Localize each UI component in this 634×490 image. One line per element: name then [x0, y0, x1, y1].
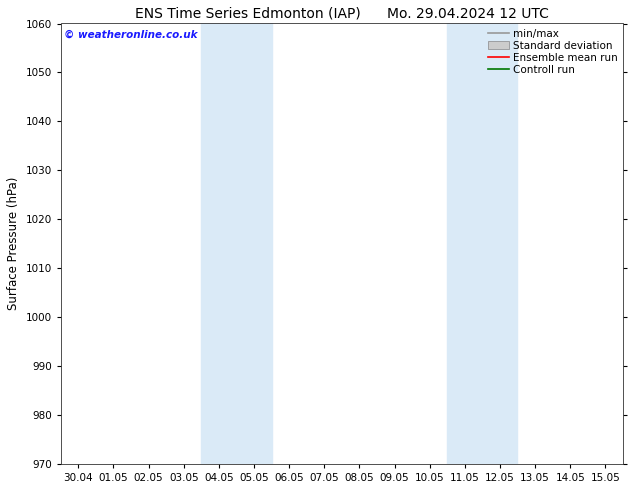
- Bar: [447, 24, 517, 464]
- Text: © weatheronline.co.uk: © weatheronline.co.uk: [63, 30, 197, 40]
- Bar: [202, 24, 271, 464]
- Legend: min/max, Standard deviation, Ensemble mean run, Controll run: min/max, Standard deviation, Ensemble me…: [486, 26, 620, 77]
- Y-axis label: Surface Pressure (hPa): Surface Pressure (hPa): [7, 177, 20, 311]
- Title: ENS Time Series Edmonton (IAP)      Mo. 29.04.2024 12 UTC: ENS Time Series Edmonton (IAP) Mo. 29.04…: [135, 7, 549, 21]
